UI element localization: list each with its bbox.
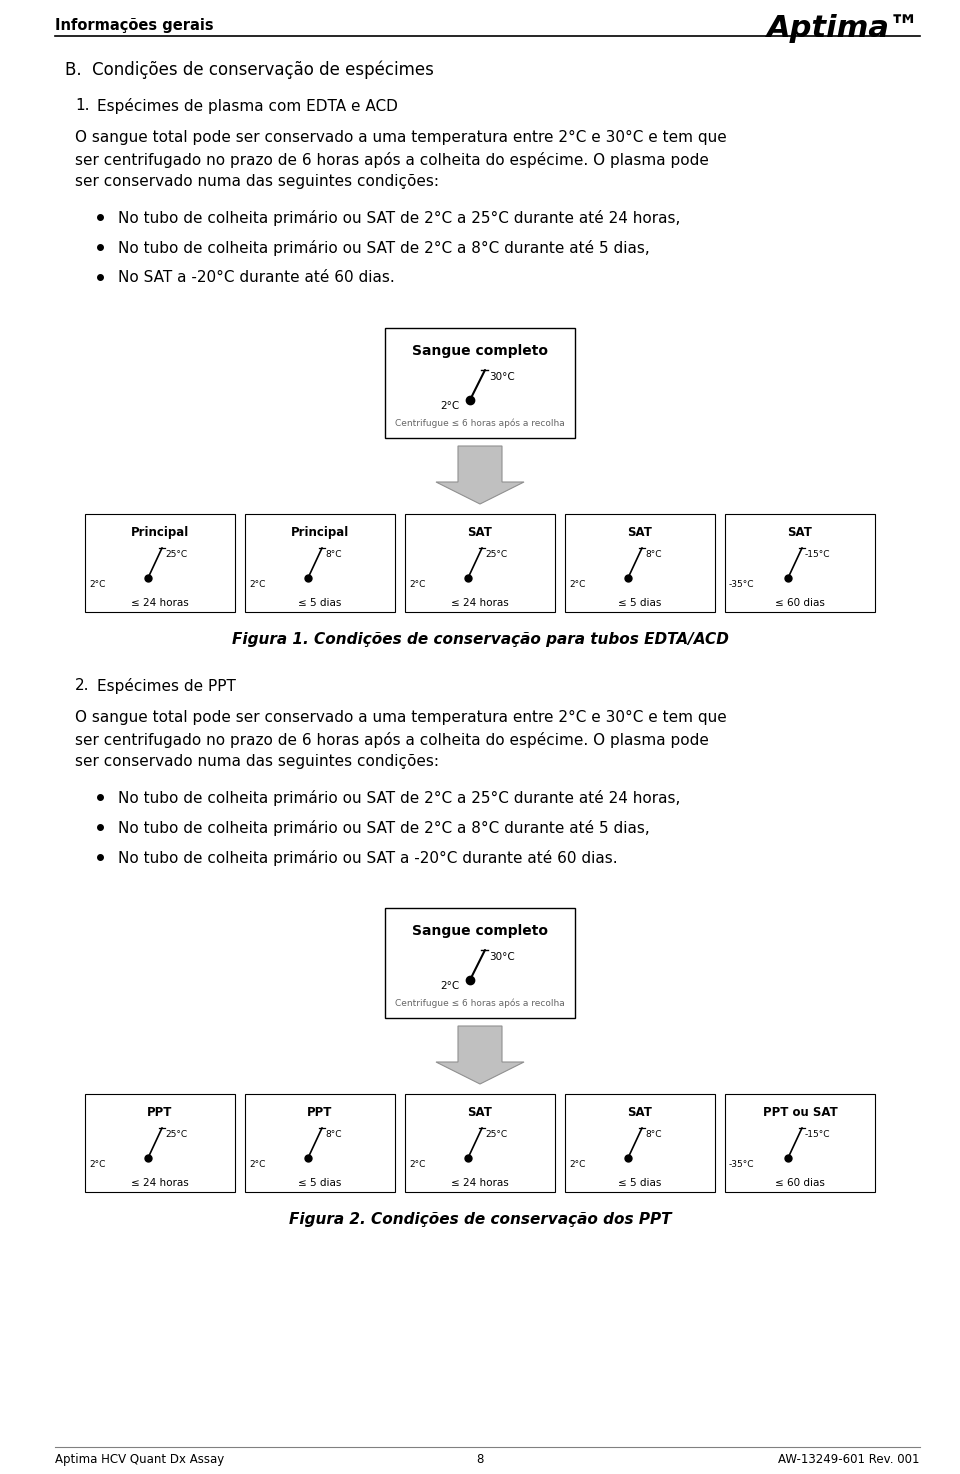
Text: 2°C: 2°C [569,1160,586,1169]
Text: -35°C: -35°C [729,1160,755,1169]
Text: SAT: SAT [628,526,653,539]
Polygon shape [436,1026,524,1083]
Text: SAT: SAT [468,526,492,539]
Text: 2°C: 2°C [89,1160,106,1169]
Text: ≤ 24 horas: ≤ 24 horas [451,598,509,607]
Text: No tubo de colheita primário ou SAT a -20°C durante até 60 dias.: No tubo de colheita primário ou SAT a -2… [118,850,617,867]
Text: PPT: PPT [307,1106,333,1119]
Text: Principal: Principal [291,526,349,539]
Text: 8°C: 8°C [645,1131,661,1139]
Text: Figura 1. Condições de conservação para tubos EDTA/ACD: Figura 1. Condições de conservação para … [231,632,729,647]
Text: PPT: PPT [147,1106,173,1119]
Text: ≤ 5 dias: ≤ 5 dias [618,1178,661,1188]
Text: ≤ 60 dias: ≤ 60 dias [775,598,825,607]
Text: -35°C: -35°C [729,579,755,590]
Text: 8°C: 8°C [325,1131,342,1139]
Text: AW-13249-601 Rev. 001: AW-13249-601 Rev. 001 [779,1453,920,1467]
Text: 2°C: 2°C [569,579,586,590]
Text: 25°C: 25°C [485,550,507,559]
Text: 30°C: 30°C [489,952,515,963]
Text: 25°C: 25°C [485,1131,507,1139]
Text: ≤ 24 horas: ≤ 24 horas [132,598,189,607]
Text: 8: 8 [476,1453,484,1467]
Bar [245,514,395,612]
Text: SAT: SAT [787,526,812,539]
Text: O sangue total pode ser conservado a uma temperatura entre 2°C e 30°C e tem que: O sangue total pode ser conservado a uma… [75,130,727,144]
Text: ser conservado numa das seguintes condições:: ser conservado numa das seguintes condiç… [75,174,439,189]
Text: Sangue completo: Sangue completo [412,343,548,358]
Polygon shape [436,447,524,504]
Bar [405,514,555,612]
Text: 2.: 2. [75,678,89,693]
Text: Centrifugue ≤ 6 horas após a recolha: Centrifugue ≤ 6 horas após a recolha [396,998,564,1008]
Bar [85,514,235,612]
Text: 25°C: 25°C [165,550,187,559]
Text: ≤ 5 dias: ≤ 5 dias [299,1178,342,1188]
Text: ≤ 5 dias: ≤ 5 dias [618,598,661,607]
Text: No SAT a -20°C durante até 60 dias.: No SAT a -20°C durante até 60 dias. [118,270,395,284]
Text: 30°C: 30°C [489,371,515,382]
Text: 8°C: 8°C [325,550,342,559]
Text: O sangue total pode ser conservado a uma temperatura entre 2°C e 30°C e tem que: O sangue total pode ser conservado a uma… [75,710,727,725]
Text: SAT: SAT [628,1106,653,1119]
Text: 8°C: 8°C [645,550,661,559]
Text: 2°C: 2°C [409,1160,425,1169]
Text: 2°C: 2°C [249,579,265,590]
Text: ser centrifugado no prazo de 6 horas após a colheita do espécime. O plasma pode: ser centrifugado no prazo de 6 horas apó… [75,152,708,168]
Text: Sangue completo: Sangue completo [412,924,548,937]
Text: Figura 2. Condições de conservação dos PPT: Figura 2. Condições de conservação dos P… [289,1212,671,1226]
Text: Aptima HCV Quant Dx Assay: Aptima HCV Quant Dx Assay [55,1453,225,1467]
Text: Espécimes de PPT: Espécimes de PPT [97,678,236,694]
Text: 2°C: 2°C [440,401,459,411]
Text: 2°C: 2°C [249,1160,265,1169]
Text: 2°C: 2°C [409,579,425,590]
Text: No tubo de colheita primário ou SAT de 2°C a 8°C durante até 5 dias,: No tubo de colheita primário ou SAT de 2… [118,240,650,256]
Bar [565,514,715,612]
Text: Centrifugue ≤ 6 horas após a recolha: Centrifugue ≤ 6 horas após a recolha [396,419,564,427]
Text: SAT: SAT [468,1106,492,1119]
Text: ser centrifugado no prazo de 6 horas após a colheita do espécime. O plasma pode: ser centrifugado no prazo de 6 horas apó… [75,733,708,747]
Bar [385,329,575,438]
Text: 2°C: 2°C [440,982,459,991]
Text: ≤ 24 horas: ≤ 24 horas [451,1178,509,1188]
Text: Aptima™: Aptima™ [766,13,920,43]
Text: Principal: Principal [131,526,189,539]
Text: ≤ 5 dias: ≤ 5 dias [299,598,342,607]
Text: No tubo de colheita primário ou SAT de 2°C a 25°C durante até 24 horas,: No tubo de colheita primário ou SAT de 2… [118,209,681,226]
Text: Espécimes de plasma com EDTA e ACD: Espécimes de plasma com EDTA e ACD [97,97,397,113]
Text: 2°C: 2°C [89,579,106,590]
Text: Informações gerais: Informações gerais [55,18,214,32]
Bar [385,908,575,1019]
Text: -15°C: -15°C [805,550,830,559]
Bar [405,1094,555,1192]
Text: No tubo de colheita primário ou SAT de 2°C a 25°C durante até 24 horas,: No tubo de colheita primário ou SAT de 2… [118,790,681,806]
Bar [565,1094,715,1192]
Text: No tubo de colheita primário ou SAT de 2°C a 8°C durante até 5 dias,: No tubo de colheita primário ou SAT de 2… [118,820,650,836]
Bar [725,514,875,612]
Text: B.  Condições de conservação de espécimes: B. Condições de conservação de espécimes [65,60,434,78]
Bar [725,1094,875,1192]
Text: -15°C: -15°C [805,1131,830,1139]
Text: ≤ 60 dias: ≤ 60 dias [775,1178,825,1188]
Text: 25°C: 25°C [165,1131,187,1139]
Text: ser conservado numa das seguintes condições:: ser conservado numa das seguintes condiç… [75,755,439,769]
Text: 1.: 1. [75,97,89,113]
Text: PPT ou SAT: PPT ou SAT [762,1106,837,1119]
Bar [85,1094,235,1192]
Text: ≤ 24 horas: ≤ 24 horas [132,1178,189,1188]
Bar [245,1094,395,1192]
